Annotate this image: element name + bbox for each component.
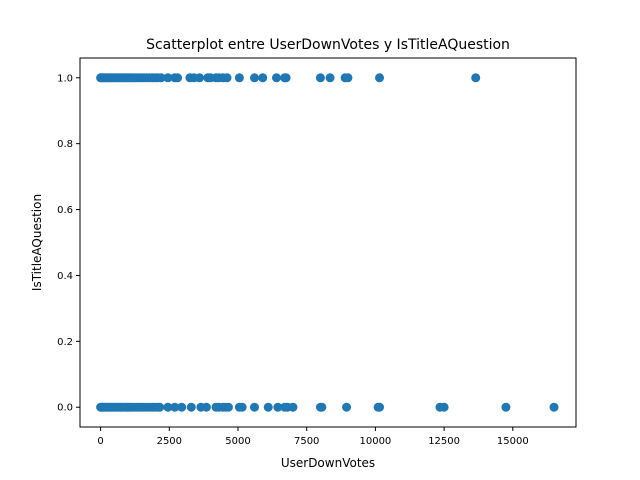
scatter-point [281,73,291,83]
scatter-point [222,73,232,83]
scatter-point [258,73,268,83]
x-tick-label: 10000 [359,436,391,447]
data-points [96,73,559,412]
scatter-point [223,402,233,412]
scatter-point [186,402,196,412]
x-tick-label: 15000 [497,436,529,447]
x-axis-ticks: 0 2500 5000 7500 10000 12500 15000 [97,427,529,447]
y-tick-label: 0.0 [57,403,73,414]
scatter-point [315,73,325,83]
scatter-point [177,402,187,412]
y-axis-label: IsTitleAQuestion [30,194,44,291]
scatter-point [195,73,205,83]
scatter-point [471,73,481,83]
scatter-point [273,402,283,412]
scatter-point [163,73,173,83]
x-tick-label: 2500 [157,436,182,447]
y-tick-label: 1.0 [57,73,73,84]
scatter-point [317,402,327,412]
x-tick-label: 0 [97,436,103,447]
chart-title: Scatterplot entre UserDownVotes y IsTitl… [146,37,510,53]
scatter-point [342,402,352,412]
scatter-point [249,402,259,412]
plot-frame [79,57,577,428]
scatter-point [549,402,559,412]
y-tick-label: 0.2 [57,337,73,348]
y-axis-ticks: 0.0 0.2 0.4 0.6 0.8 1.0 [57,73,80,414]
scatter-point [234,73,244,83]
x-tick-label: 7500 [294,436,319,447]
scatter-point [170,402,180,412]
scatter-point [288,402,298,412]
y-tick-label: 0.8 [57,139,73,150]
x-tick-label: 12500 [428,436,460,447]
scatter-point [501,402,511,412]
scatter-point [249,73,259,83]
scatter-point [155,402,165,412]
scatter-point [439,402,449,412]
x-tick-label: 5000 [225,436,250,447]
scatter-point [325,73,335,83]
scatter-point [201,402,211,412]
y-tick-label: 0.6 [57,205,73,216]
x-axis-label: UserDownVotes [281,456,375,470]
scatter-point [163,402,173,412]
scatter-point [156,73,166,83]
scatter-point [375,73,385,83]
scatter-point [237,402,247,412]
scatter-point [343,73,353,83]
scatter-point [271,73,281,83]
scatter-point [173,73,183,83]
scatter-point [375,402,385,412]
y-tick-label: 0.4 [57,271,73,282]
scatter-point [263,402,273,412]
